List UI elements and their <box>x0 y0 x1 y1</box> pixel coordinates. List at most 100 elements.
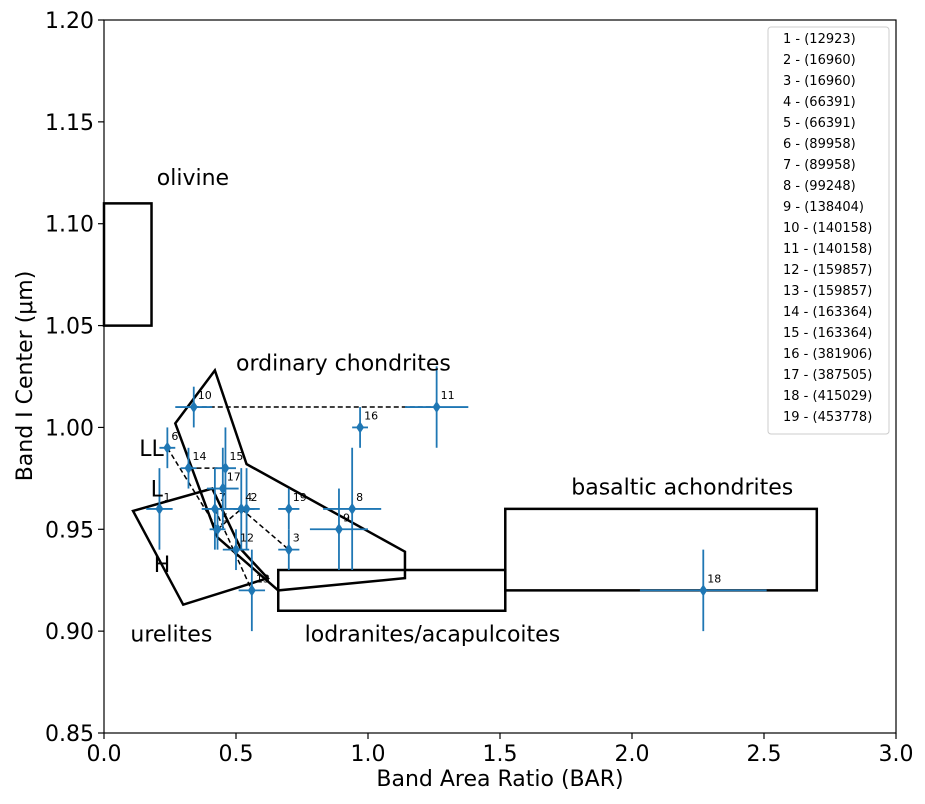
data-point-18: 18 <box>639 549 767 632</box>
legend-entry: 13 - (159857) <box>783 284 872 299</box>
point-marker <box>163 441 172 454</box>
region-label: ordinary chondrites <box>236 351 451 376</box>
point-label: 18 <box>707 572 721 585</box>
legend-entry: 16 - (381906) <box>783 347 872 362</box>
point-marker <box>284 543 293 556</box>
legend-entry: 19 - (453778) <box>783 410 872 425</box>
region-label: lodranites/acapulcoites <box>305 622 561 647</box>
data-point-9: 9 <box>309 488 368 571</box>
y-tick-label: 1.10 <box>45 213 94 238</box>
subregion-label: H <box>154 553 171 578</box>
legend-entry: 15 - (163364) <box>783 326 872 341</box>
data-point-16: 16 <box>352 407 378 448</box>
point-label: 3 <box>293 532 300 545</box>
subregion-label: L <box>151 478 164 503</box>
point-marker <box>210 502 219 515</box>
legend-entry: 10 - (140158) <box>783 221 872 236</box>
legend-entry: 5 - (66391) <box>783 116 856 131</box>
data-point-layer: 12345678910111213141516171819 <box>146 366 767 632</box>
point-label: 12 <box>240 532 254 545</box>
point-label: 10 <box>198 389 212 402</box>
point-label: 8 <box>356 491 363 504</box>
x-axis-label: Band Area Ratio (BAR) <box>376 767 623 792</box>
data-point-8: 8 <box>323 447 382 571</box>
x-tick-label: 1.5 <box>483 742 518 767</box>
point-label: 19 <box>293 491 307 504</box>
point-label: 4 <box>245 491 252 504</box>
legend: 1 - (12923) 2 - (16960) 3 - (16960) 4 - (66… <box>767 26 890 435</box>
legend-entry: 14 - (163364) <box>783 305 872 320</box>
point-label: 9 <box>343 511 350 524</box>
legend-entry: 2 - (16960) <box>783 53 856 68</box>
region-label: urelites <box>130 622 212 647</box>
data-point-6: 6 <box>159 427 178 469</box>
point-marker <box>699 584 708 597</box>
point-marker <box>237 502 246 515</box>
y-tick-label: 0.85 <box>45 722 94 747</box>
point-label: 15 <box>229 450 243 463</box>
point-label: 13 <box>256 572 270 585</box>
legend-entry: 6 - (89958) <box>783 137 856 152</box>
data-point-13: 13 <box>238 549 270 632</box>
data-point-3: 3 <box>278 529 300 571</box>
point-label: 2 <box>251 491 258 504</box>
legend-entry: 12 - (159857) <box>783 263 872 278</box>
connection-4-3 <box>240 508 290 551</box>
data-point-15: 15 <box>214 427 243 509</box>
region-label: olivine <box>157 166 229 191</box>
y-tick-label: 1.05 <box>45 315 94 340</box>
point-marker <box>218 482 227 495</box>
data-point-4: 4 <box>228 468 255 550</box>
legend-entry: 18 - (415029) <box>783 389 872 404</box>
legend-box <box>767 26 890 435</box>
point-label: 17 <box>227 471 241 484</box>
y-tick-label: 1.00 <box>45 416 94 441</box>
x-tick-label: 2.5 <box>747 742 782 767</box>
connection-5-4 <box>217 508 242 530</box>
legend-entry: 8 - (99248) <box>783 179 856 194</box>
point-marker <box>334 523 343 536</box>
region-olivine <box>102 202 153 327</box>
region-basaltic-achondrites <box>504 507 819 592</box>
point-label: 1 <box>163 491 170 504</box>
region-urelites <box>131 487 270 607</box>
y-axis-label: Band I Center (μm) <box>13 271 38 482</box>
x-tick-label: 0.5 <box>219 742 254 767</box>
point-marker <box>189 401 198 414</box>
legend-entry: 1 - (12923) <box>783 32 856 47</box>
point-marker <box>348 502 357 515</box>
data-point-11: 11 <box>404 366 469 448</box>
point-marker <box>232 543 240 556</box>
region-layer <box>102 202 819 613</box>
point-marker <box>184 462 193 475</box>
axes-layer: 0.0 0.5 1.0 1.5 2.0 2.5 3.0 0.85 0.90 0.95 1.00 1.0… <box>45 9 913 767</box>
x-tick-label: 3.0 <box>879 742 914 767</box>
data-point-19: 19 <box>278 488 307 530</box>
point-marker <box>432 401 441 414</box>
x-tick-label: 0.0 <box>87 742 122 767</box>
data-point-1: 1 <box>146 468 173 550</box>
point-label: 6 <box>171 430 178 443</box>
legend-entry: 3 - (16960) <box>783 74 856 89</box>
legend-entry: 7 - (89958) <box>783 158 856 173</box>
y-tick-label: 0.95 <box>45 518 94 543</box>
point-marker <box>284 502 293 515</box>
point-label: 11 <box>441 389 455 402</box>
point-marker <box>356 421 365 434</box>
point-marker <box>155 502 164 515</box>
region-label: basaltic achondrites <box>571 476 793 501</box>
subregion-label: LL <box>139 437 164 462</box>
label-layer: olivine ordinary chondrites urelites lodran… <box>130 166 793 647</box>
point-label: 16 <box>364 409 378 422</box>
legend-entry: 4 - (66391) <box>783 95 856 110</box>
legend-entry: 17 - (387505) <box>783 368 872 383</box>
point-label: 5 <box>222 511 229 524</box>
data-point-14: 14 <box>180 447 206 489</box>
x-tick-label: 2.0 <box>615 742 650 767</box>
data-point-12: 12 <box>222 529 254 571</box>
y-tick-label: 1.15 <box>45 111 94 136</box>
data-point-17: 17 <box>206 447 241 530</box>
x-tick-label: 1.0 <box>351 742 386 767</box>
point-label: 14 <box>192 450 206 463</box>
data-point-7: 7 <box>201 468 229 550</box>
